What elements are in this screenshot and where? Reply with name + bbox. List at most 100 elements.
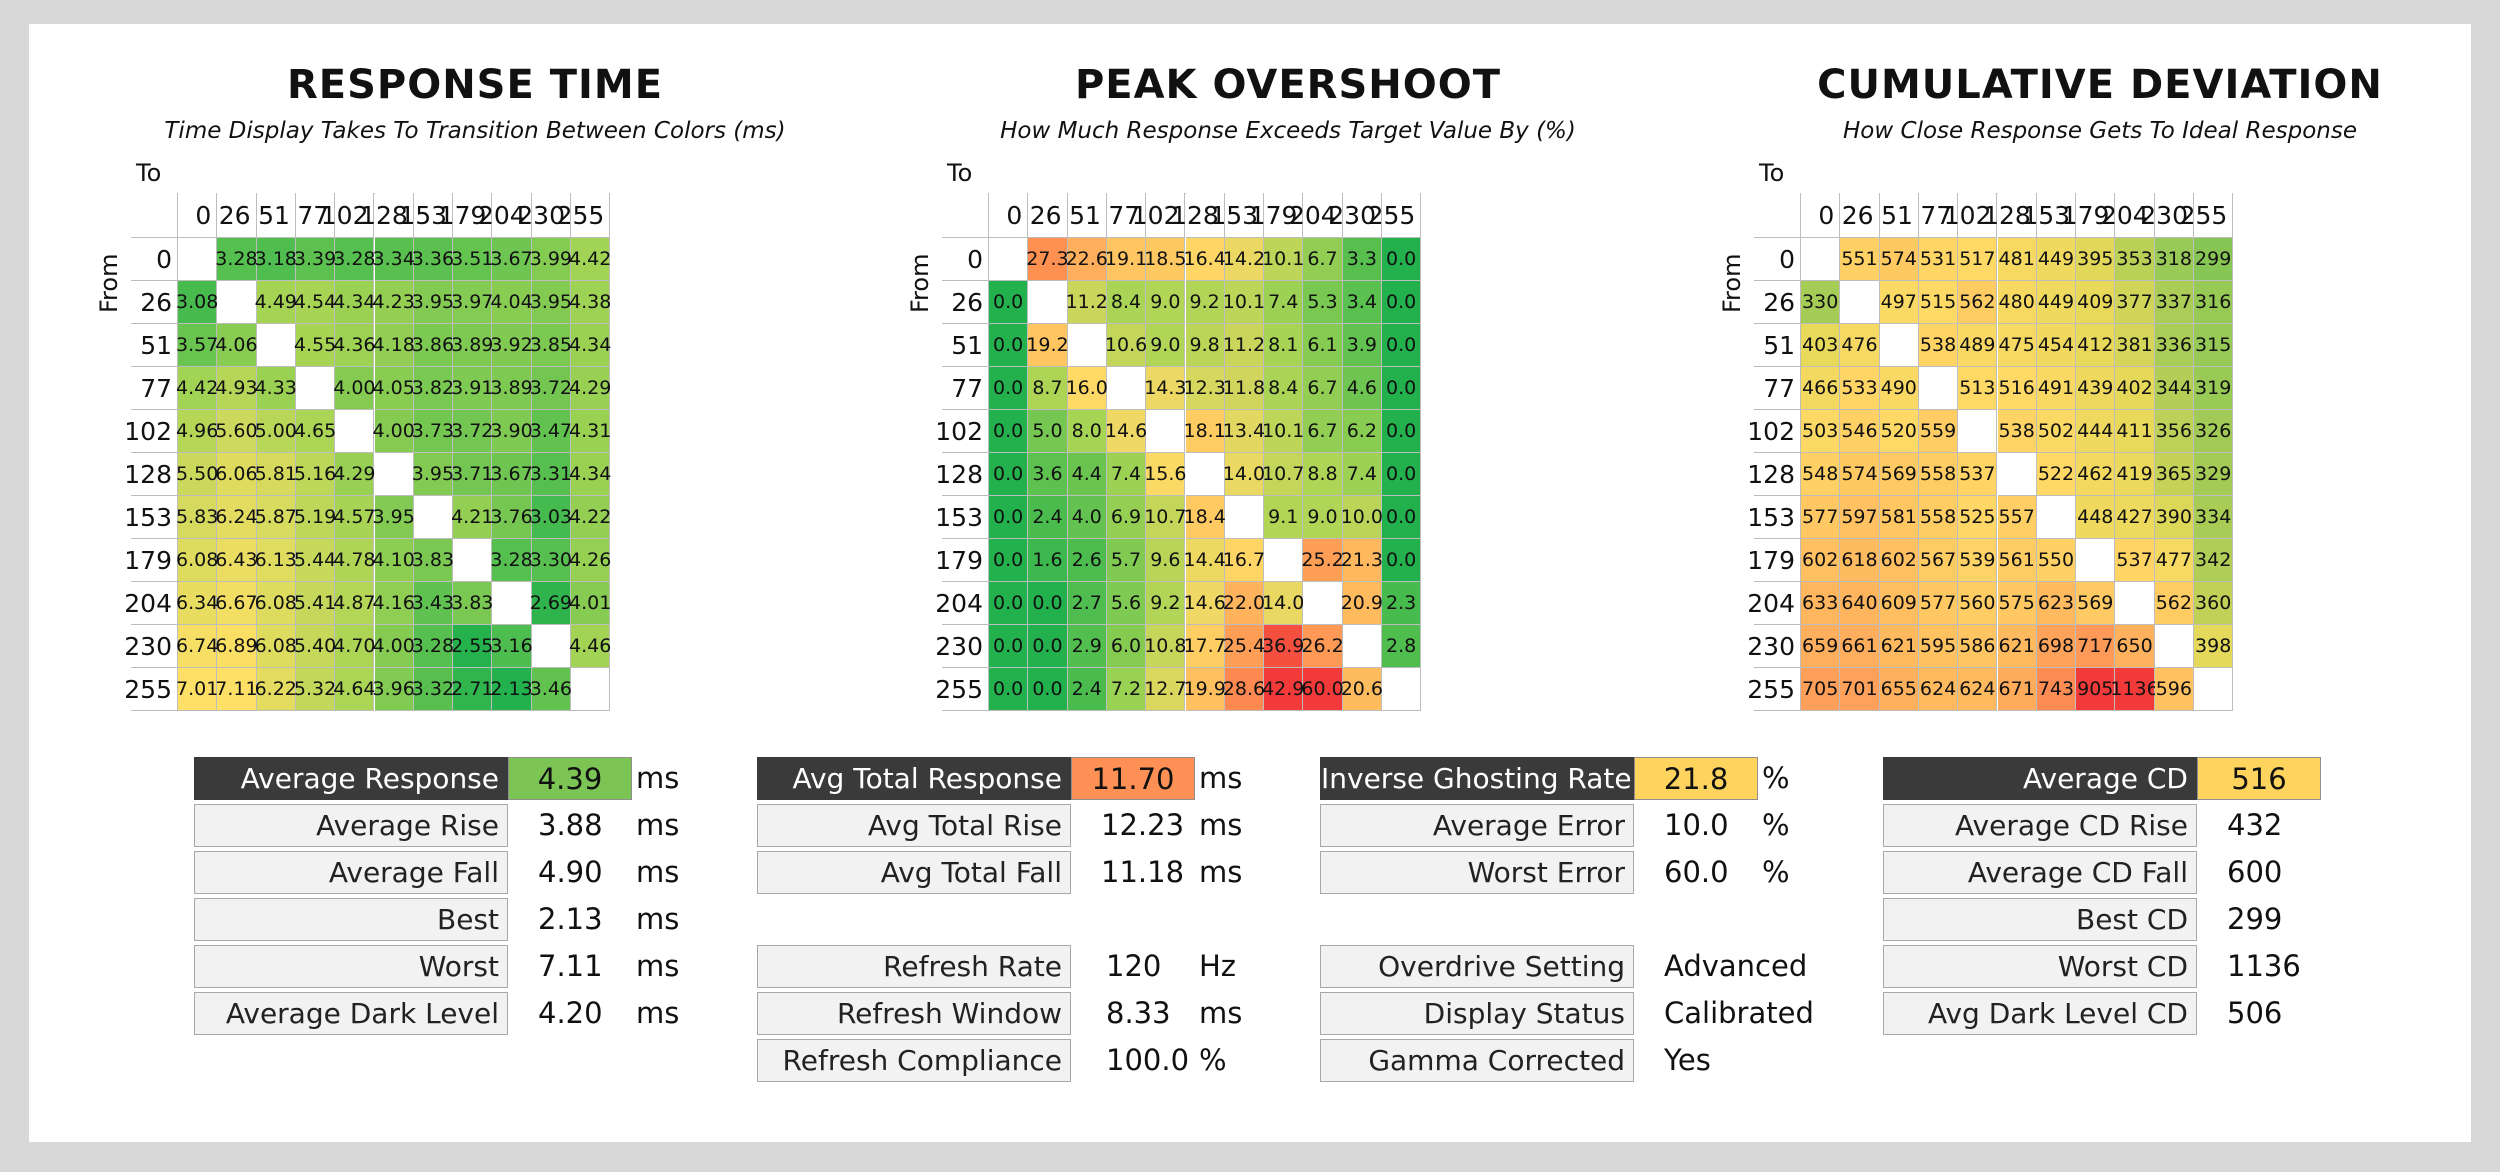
heatmap-cell: 3.4: [1342, 281, 1382, 324]
heatmap-cell: 395: [2076, 238, 2116, 281]
cd-stat-label: Average CD Rise: [1883, 804, 2197, 847]
column-header: 102: [1944, 193, 1998, 238]
heatmap-cell: 5.32: [294, 668, 336, 711]
heatmap-cell: 4.36: [333, 324, 376, 367]
heatmap-cell: 3.90: [490, 410, 533, 453]
heatmap-cell: 4.10: [373, 539, 415, 582]
heatmap-cell: 2.4: [1067, 668, 1107, 711]
heatmap-cell: 671: [1997, 668, 2037, 711]
response-stat-label: Average Response: [194, 757, 508, 800]
heatmap-cell: 454: [2036, 324, 2077, 367]
heatmap-cell: 3.86: [412, 324, 454, 367]
heatmap-cell: 717: [2076, 625, 2116, 668]
heatmap-cell: 360: [2194, 582, 2234, 625]
heatmap-cell: 6.2: [1342, 410, 1382, 453]
heatmap-cell: 18.4: [1184, 496, 1226, 539]
heatmap-cell: [2076, 539, 2116, 582]
column-header: 51: [1879, 193, 1919, 238]
heatmap-cell: 698: [2036, 625, 2077, 668]
heatmap-cell: 22.0: [1223, 582, 1265, 625]
total-stat-unit: ms: [1199, 855, 1243, 889]
heatmap-cell: 490: [1879, 367, 1919, 410]
refresh-stat-label: Refresh Window: [757, 992, 1071, 1035]
heatmap-cell: 548: [1801, 453, 1841, 496]
heatmap-cell: [1303, 582, 1343, 625]
axis-label-to: To: [136, 159, 162, 187]
response-stat-label: Average Dark Level: [194, 992, 508, 1035]
heatmap-cell: 4.34: [569, 324, 611, 367]
refresh-stat-value: 8.33: [1106, 996, 1171, 1030]
refresh-stat-unit: Hz: [1199, 949, 1237, 983]
heatmap-cell: 10.7: [1144, 496, 1187, 539]
heatmap-cell: 560: [1958, 582, 1998, 625]
settings-stat-value: Advanced: [1664, 949, 1808, 983]
heatmap-cell: 403: [1801, 324, 1841, 367]
heatmap-cell: 6.0: [1106, 625, 1147, 668]
heatmap-cell: [453, 539, 493, 582]
heatmap-cell: 2.71: [451, 668, 493, 711]
heatmap-cell: 3.67: [490, 453, 533, 496]
heatmap-cell: 5.40: [294, 625, 336, 668]
heatmap-cell: 3.28: [215, 238, 258, 281]
heatmap-cell: 503: [1801, 410, 1841, 453]
heatmap-cell: 705: [1801, 668, 1841, 711]
heatmap-cell: 520: [1879, 410, 1919, 453]
row-header: 102: [935, 410, 989, 453]
heatmap-cell: 0.0: [989, 281, 1029, 324]
refresh-stat-unit: ms: [1199, 996, 1243, 1030]
heatmap-cell: 26.2: [1301, 625, 1344, 668]
heatmap-cell: 477: [2154, 539, 2194, 582]
heatmap-cell: 6.9: [1106, 496, 1147, 539]
heatmap-cell: [1185, 453, 1225, 496]
heatmap-cell: 3.89: [451, 324, 493, 367]
row-header: 0: [1754, 238, 1801, 281]
response-stat-label: Best: [194, 898, 508, 941]
heatmap-cell: 25.2: [1301, 539, 1344, 582]
cd-stat-label: Average CD Fall: [1883, 851, 2197, 894]
chart-subtitle: How Close Response Gets To Ideal Respons…: [1843, 118, 2357, 144]
refresh-stat-unit: %: [1199, 1043, 1227, 1077]
heatmap-cell: 513: [1958, 367, 1998, 410]
heatmap-cell: 8.8: [1303, 453, 1343, 496]
heatmap-cell: 10.8: [1144, 625, 1187, 668]
heatmap-cell: 6.06: [215, 453, 258, 496]
heatmap-cell: 3.28: [333, 238, 376, 281]
heatmap-cell: 489: [1958, 324, 1998, 367]
refresh-stat-label: Refresh Compliance: [757, 1039, 1071, 1082]
heatmap-cell: 4.29: [333, 453, 376, 496]
heatmap-cell: 18.5: [1144, 238, 1187, 281]
heatmap-cell: 533: [1840, 367, 1880, 410]
heatmap-cell: [1342, 625, 1382, 668]
heatmap-cell: 5.00: [255, 410, 297, 453]
heatmap-cell: 0.0: [989, 582, 1029, 625]
heatmap-cell: 5.41: [294, 582, 336, 625]
heatmap-cell: 3.16: [490, 625, 533, 668]
response-stat-value: 7.11: [538, 949, 603, 983]
heatmap-cell: 558: [1918, 453, 1959, 496]
heatmap-cell: 3.08: [176, 281, 218, 324]
heatmap-cell: 11.2: [1223, 324, 1265, 367]
heatmap-cell: 5.19: [294, 496, 336, 539]
heatmap-cell: 539: [1958, 539, 1998, 582]
heatmap-cell: 4.33: [255, 367, 297, 410]
heatmap-cell: 16.4: [1184, 238, 1226, 281]
heatmap-cell: [1106, 367, 1147, 410]
column-header: 255: [557, 193, 611, 238]
column-header: 230: [2140, 193, 2194, 238]
heatmap-cell: 6.24: [215, 496, 258, 539]
column-header: 0: [178, 193, 218, 238]
column-header: 102: [321, 193, 375, 238]
cd-stat-value: 600: [2227, 855, 2283, 889]
column-header: 51: [256, 193, 296, 238]
response-stat-label: Average Fall: [194, 851, 508, 894]
column-header: 128: [1171, 193, 1225, 238]
heatmap-cell: [1840, 281, 1880, 324]
refresh-stat-value: 100.0: [1106, 1043, 1190, 1077]
heatmap-cell: 569: [2076, 582, 2116, 625]
heatmap-cell: 3.92: [490, 324, 533, 367]
heatmap-cell: [2115, 582, 2155, 625]
heatmap-cell: [295, 367, 336, 410]
heatmap-cell: 4.55: [294, 324, 336, 367]
heatmap-cell: 4.49: [255, 281, 297, 324]
chart-title: CUMULATIVE DEVIATION: [1817, 62, 2383, 108]
